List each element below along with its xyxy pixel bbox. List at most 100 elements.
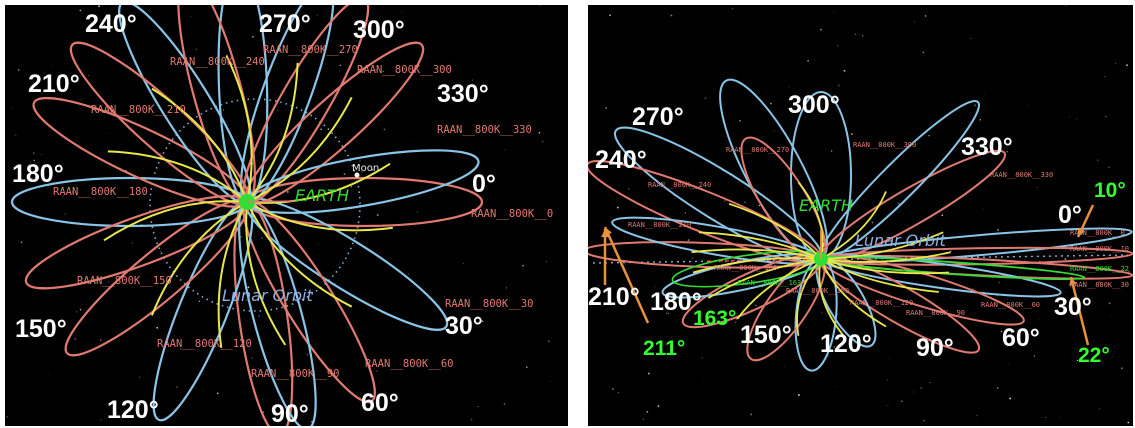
star: [505, 287, 508, 289]
star: [950, 250, 952, 252]
star: [703, 282, 705, 284]
star: [408, 273, 410, 275]
star: [970, 37, 972, 39]
earth-label: EARTH: [799, 196, 853, 215]
star: [359, 160, 361, 162]
right-orbit-diagram: RAAN__800K__270 RAAN__800K__300 RAAN__800K…: [588, 5, 1133, 424]
star: [783, 146, 785, 148]
orbit-tag: RAAN__800K__180: [714, 264, 777, 272]
star: [88, 75, 90, 76]
star: [470, 418, 473, 421]
star: [933, 142, 935, 144]
star: [951, 296, 953, 298]
star: [766, 324, 768, 326]
star: [616, 206, 619, 209]
star: [1096, 159, 1099, 162]
earth-label: EARTH: [295, 186, 349, 205]
orbit-tag: RAAN__800K__120: [157, 338, 252, 350]
star: [474, 318, 476, 321]
star: [887, 379, 888, 381]
star: [320, 128, 322, 131]
angle-label-30: 30°: [1054, 293, 1092, 321]
star: [923, 419, 925, 422]
transfer-trajectory: [246, 162, 391, 204]
transfer-trajectory: [707, 258, 822, 299]
star: [1108, 166, 1110, 168]
star: [549, 380, 551, 382]
star: [374, 36, 376, 38]
star: [851, 133, 853, 135]
orbit-tag: RAAN__800K__330: [437, 124, 532, 136]
star: [50, 65, 52, 66]
star: [1009, 397, 1012, 400]
star: [1065, 5, 1067, 6]
star: [647, 372, 650, 375]
star: [98, 5, 100, 8]
star: [913, 21, 916, 23]
star: [687, 239, 690, 242]
star: [100, 339, 102, 341]
star: [462, 262, 465, 265]
star: [261, 371, 263, 373]
star: [360, 171, 363, 173]
star: [890, 357, 892, 359]
angle-label-330: 330°: [437, 80, 489, 108]
angle-label-150: 150°: [15, 315, 67, 343]
star: [503, 403, 505, 405]
pointer-arrowhead: [601, 229, 609, 238]
orbit-tag: RAAN__800K__30: [1070, 281, 1129, 289]
star: [684, 212, 687, 214]
angle-label-90: 90°: [916, 334, 954, 362]
star: [836, 44, 839, 47]
star: [734, 321, 737, 323]
star: [542, 141, 544, 143]
orbit-tag: RAAN__800K__180: [53, 186, 148, 198]
angle-label-300: 300°: [353, 16, 405, 44]
transfer-trajectory: [103, 200, 248, 242]
star: [232, 98, 234, 100]
star: [20, 241, 23, 244]
angle-label-120: 120°: [107, 396, 159, 424]
star: [974, 104, 977, 107]
angle-label-300: 300°: [788, 91, 840, 119]
star: [998, 281, 1001, 284]
star: [628, 188, 630, 190]
star: [1112, 355, 1114, 357]
star: [317, 243, 319, 245]
star: [492, 178, 494, 180]
star: [807, 60, 809, 62]
star: [738, 119, 741, 122]
star: [360, 65, 363, 68]
star: [280, 240, 282, 242]
angle-label-90: 90°: [271, 400, 309, 427]
star: [195, 48, 198, 50]
star: [254, 235, 255, 237]
star: [189, 219, 190, 221]
star: [525, 366, 528, 369]
angle-label-0: 0°: [1058, 201, 1082, 229]
star: [416, 211, 418, 213]
star: [929, 382, 931, 383]
star: [251, 357, 253, 359]
transfer-trajectory: [246, 201, 353, 308]
star: [833, 346, 835, 348]
star: [1098, 281, 1101, 283]
star: [976, 415, 978, 417]
star: [312, 143, 314, 145]
orbit-tag: RAAN__800K__270: [263, 44, 358, 56]
star: [286, 190, 289, 193]
star: [750, 413, 753, 416]
star: [1008, 363, 1010, 365]
orbit-tag: RAAN__800K__30: [445, 298, 534, 310]
star: [788, 86, 790, 88]
star: [6, 416, 8, 418]
transfer-trajectory: [820, 251, 951, 263]
star: [1060, 416, 1062, 418]
star: [376, 214, 379, 216]
orbit-tag: RAAN__800K__0: [471, 208, 553, 220]
star: [1111, 315, 1113, 317]
star: [348, 166, 349, 168]
angle-label-330: 330°: [961, 133, 1013, 161]
star: [783, 366, 785, 367]
angle-label-120: 120°: [820, 330, 872, 358]
